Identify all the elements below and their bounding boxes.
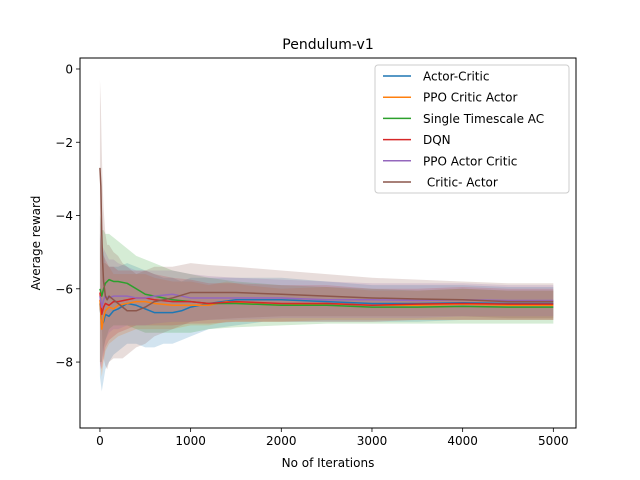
legend-label-ppo-actor-critic: PPO Actor Critic <box>423 154 517 168</box>
x-tick-label: 0 <box>96 434 104 448</box>
band-ppo-actor-critic <box>99 215 554 370</box>
legend-label-critic-actor: Critic- Actor <box>423 176 498 190</box>
line-single-timescale-ac <box>99 278 554 308</box>
band-critic-actor <box>99 79 554 370</box>
y-tick-label: 0 <box>65 62 73 76</box>
legend-label-actor-critic: Actor-Critic <box>423 70 489 84</box>
band-ppo-critic-actor <box>99 237 554 377</box>
y-axis-label: Average reward <box>29 196 43 291</box>
line-actor-critic <box>99 299 554 327</box>
y-tick-label: −8 <box>55 356 73 370</box>
plot-frame <box>79 57 577 429</box>
x-tick-label: 5000 <box>538 434 569 448</box>
x-tick-label: 3000 <box>357 434 388 448</box>
legend-label-single-timescale-ac: Single Timescale AC <box>423 112 544 126</box>
legend: Actor-Critic PPO Critic Actor Single Times… <box>374 64 570 194</box>
x-tick-label: 2000 <box>266 434 297 448</box>
legend-box <box>374 64 570 194</box>
series-lines <box>99 167 554 330</box>
y-tick-label: −2 <box>55 136 73 150</box>
legend-label-dqn: DQN <box>423 133 451 147</box>
line-ppo-actor-critic <box>99 293 554 308</box>
line-critic-actor <box>99 167 554 312</box>
y-tick-label: −4 <box>55 209 73 223</box>
x-axis: 0 1000 2000 3000 4000 5000 <box>96 428 569 448</box>
legend-label-ppo-critic-actor: PPO Critic Actor <box>423 91 517 105</box>
band-single-timescale-ac <box>99 215 554 363</box>
x-axis-label: No of Iterations <box>282 456 375 470</box>
chart-title: Pendulum-v1 <box>282 37 373 53</box>
x-tick-label: 1000 <box>175 434 206 448</box>
x-tick-label: 4000 <box>447 434 478 448</box>
y-tick-label: −6 <box>55 282 73 296</box>
line-dqn <box>99 292 554 316</box>
y-axis: −8 −6 −4 −2 0 <box>55 62 80 370</box>
band-actor-critic <box>99 233 554 392</box>
